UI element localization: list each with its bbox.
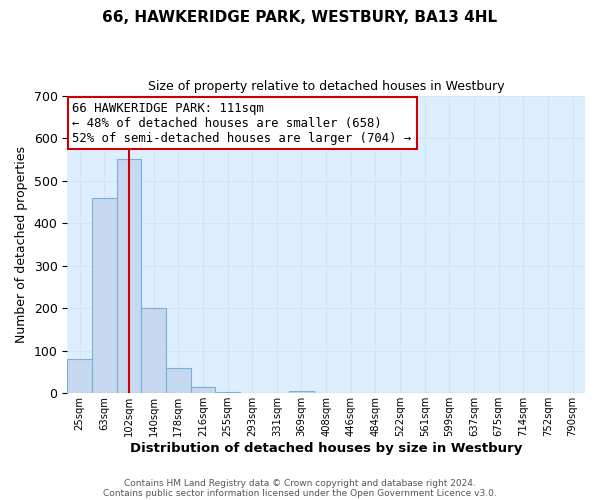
- Bar: [67, 360, 92, 394]
- Bar: [92, 198, 116, 394]
- Bar: [215, 392, 240, 394]
- Title: Size of property relative to detached houses in Westbury: Size of property relative to detached ho…: [148, 80, 505, 93]
- Text: 66 HAWKERIDGE PARK: 111sqm
← 48% of detached houses are smaller (658)
52% of sem: 66 HAWKERIDGE PARK: 111sqm ← 48% of deta…: [73, 102, 412, 144]
- Bar: [141, 308, 166, 394]
- Text: Contains public sector information licensed under the Open Government Licence v3: Contains public sector information licen…: [103, 488, 497, 498]
- Bar: [289, 391, 314, 394]
- Y-axis label: Number of detached properties: Number of detached properties: [15, 146, 28, 343]
- Bar: [116, 160, 141, 394]
- X-axis label: Distribution of detached houses by size in Westbury: Distribution of detached houses by size …: [130, 442, 523, 455]
- Bar: [191, 387, 215, 394]
- Text: Contains HM Land Registry data © Crown copyright and database right 2024.: Contains HM Land Registry data © Crown c…: [124, 478, 476, 488]
- Bar: [166, 368, 191, 394]
- Text: 66, HAWKERIDGE PARK, WESTBURY, BA13 4HL: 66, HAWKERIDGE PARK, WESTBURY, BA13 4HL: [103, 10, 497, 25]
